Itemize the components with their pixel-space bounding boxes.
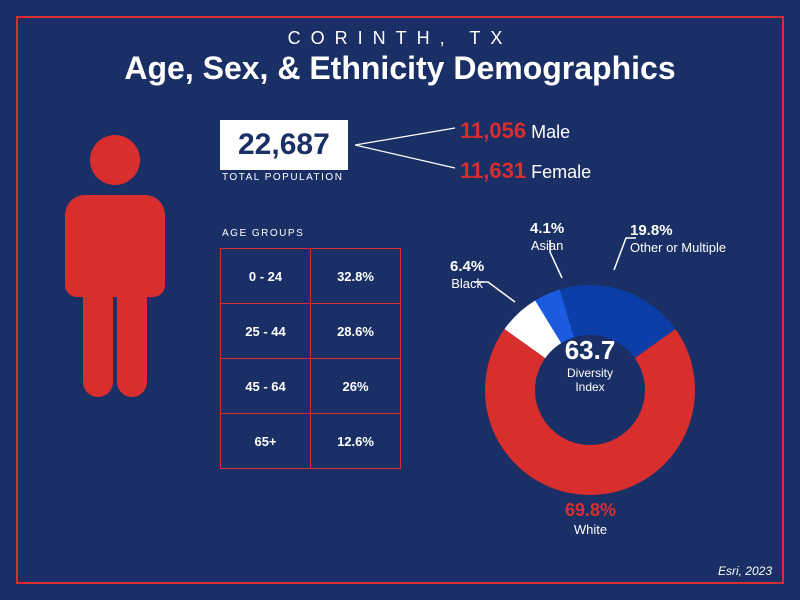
age-range: 25 - 44 <box>221 304 311 359</box>
male-label: Male <box>531 122 570 142</box>
table-row: 25 - 44 28.6% <box>221 304 401 359</box>
leader-line <box>460 240 520 310</box>
total-population-value: 22,687 <box>238 128 330 161</box>
age-pct: 12.6% <box>311 414 401 469</box>
female-stat: 11,631 Female <box>460 158 591 184</box>
female-label: Female <box>531 162 591 182</box>
page-title: Age, Sex, & Ethnicity Demographics <box>0 50 800 87</box>
leader-line <box>540 240 580 280</box>
age-pct: 26% <box>311 359 401 414</box>
total-population-box: 22,687 <box>220 120 348 170</box>
population-connectors <box>355 120 465 190</box>
total-population-label: TOTAL POPULATION <box>222 172 343 183</box>
age-pct: 28.6% <box>311 304 401 359</box>
source-credit: Esri, 2023 <box>718 564 772 578</box>
diversity-index: 63.7 DiversityIndex <box>540 335 640 394</box>
table-row: 0 - 24 32.8% <box>221 249 401 304</box>
age-groups-table: 0 - 24 32.8% 25 - 44 28.6% 45 - 64 26% 6… <box>220 248 401 469</box>
age-groups-label: AGE GROUPS <box>222 228 304 239</box>
age-pct: 32.8% <box>311 249 401 304</box>
table-row: 45 - 64 26% <box>221 359 401 414</box>
person-icon <box>50 130 180 410</box>
male-count: 11,056 <box>460 118 526 143</box>
female-count: 11,631 <box>460 158 526 183</box>
leader-line <box>608 232 668 282</box>
diversity-index-label: DiversityIndex <box>540 366 640 394</box>
location-subtitle: CORINTH, TX <box>0 28 800 49</box>
age-range: 0 - 24 <box>221 249 311 304</box>
diversity-index-value: 63.7 <box>540 335 640 366</box>
male-stat: 11,056 Male <box>460 118 570 144</box>
age-range: 65+ <box>221 414 311 469</box>
ethnicity-label-white: 69.8% White <box>565 500 616 537</box>
age-range: 45 - 64 <box>221 359 311 414</box>
table-row: 65+ 12.6% <box>221 414 401 469</box>
